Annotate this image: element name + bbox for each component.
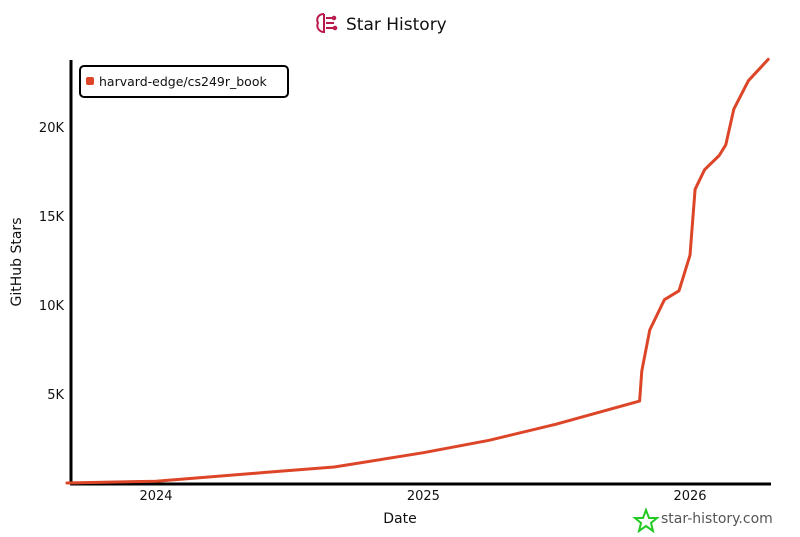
y-axis-label: GitHub Stars xyxy=(9,218,25,307)
legend-box xyxy=(79,65,289,98)
y-tick-label: 5K xyxy=(47,388,64,403)
watermark-text: star-history.com xyxy=(661,511,773,527)
legend-swatch xyxy=(86,77,94,85)
legend-label: harvard-edge/cs249r_book xyxy=(99,74,267,89)
y-tick-label: 15K xyxy=(39,210,65,225)
legend: harvard-edge/cs249r_book xyxy=(79,65,289,98)
watermark[interactable]: star-history.com xyxy=(632,507,773,534)
x-tick-label: 2025 xyxy=(407,489,440,504)
chart-title: Star History xyxy=(346,15,447,35)
series-line xyxy=(65,57,770,485)
x-tick-label: 2024 xyxy=(139,489,172,504)
green-star-icon xyxy=(632,507,660,534)
y-tick-label: 10K xyxy=(39,299,65,314)
star-history-logo-icon xyxy=(316,13,338,34)
x-tick-label: 2026 xyxy=(673,489,706,504)
y-tick-label: 20K xyxy=(39,121,65,136)
x-axis-label: Date xyxy=(383,511,416,527)
